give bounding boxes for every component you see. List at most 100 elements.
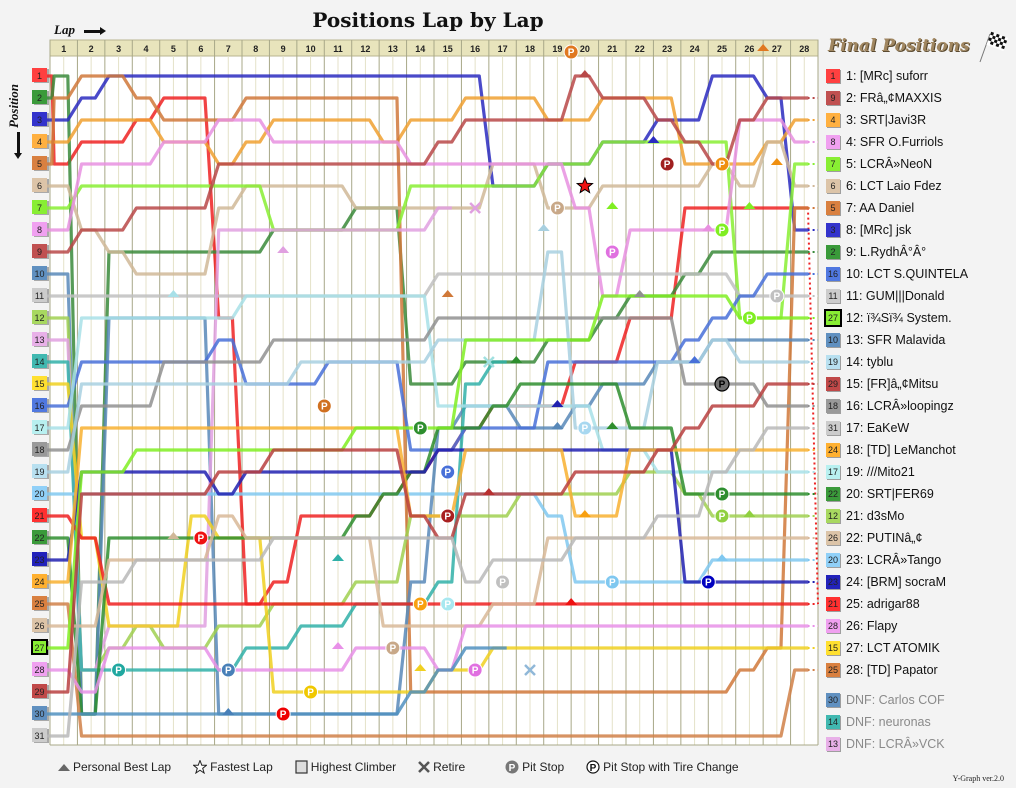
- driver-number-badge: 23: [826, 575, 840, 589]
- lap-tick: 24: [690, 44, 700, 54]
- pit-stop-icon: P: [549, 200, 565, 216]
- dnf-row: 14 DNF: neuronas: [826, 712, 931, 732]
- personal-best-icon: [58, 762, 70, 772]
- driver-number-badge: 12: [826, 509, 840, 523]
- driver-number-badge: 19: [826, 355, 840, 369]
- pit-stop-icon: P: [193, 530, 209, 546]
- final-position-row: 25 28: [TD] Papator: [826, 660, 938, 680]
- lap-tick: 7: [226, 44, 231, 54]
- lap-tick: 28: [799, 44, 809, 54]
- svg-text:6: 6: [37, 181, 42, 191]
- grid-position-badge: 1: [32, 68, 49, 83]
- lap-tick: 27: [772, 44, 782, 54]
- driver-label: 24: [BRM] socraM: [846, 575, 947, 589]
- final-position-row: 6 6: LCT Laio Fdez: [826, 176, 942, 196]
- lap-tick: 2: [89, 44, 94, 54]
- down-arrow-icon: [14, 132, 22, 159]
- driver-number-badge: 11: [826, 289, 840, 303]
- grid-position-badge: 4: [32, 134, 49, 149]
- grid-position-badge: 11: [32, 288, 49, 303]
- version-label: Y-Graph ver.2.0: [952, 774, 1004, 783]
- grid-position-badge: 22: [32, 530, 49, 545]
- lap-tick: 5: [171, 44, 176, 54]
- personal-best-icon: [606, 422, 619, 429]
- final-position-row: 5 7: AA Daniel: [826, 198, 914, 218]
- svg-text:16: 16: [34, 401, 44, 411]
- driver-number-badge: 3: [826, 223, 840, 237]
- legend-item: Personal Best Lap: [58, 760, 171, 774]
- driver-line: [47, 74, 809, 232]
- lap-tick: 22: [635, 44, 645, 54]
- svg-text:29: 29: [34, 687, 44, 697]
- personal-best-icon: [743, 202, 756, 209]
- driver-line: [47, 74, 809, 254]
- final-position-row: 1 1: [MRc] suforr: [826, 66, 928, 86]
- svg-text:25: 25: [34, 599, 44, 609]
- svg-text:P: P: [444, 600, 451, 611]
- svg-text:P: P: [719, 160, 726, 171]
- grid-position-badge: 27: [31, 639, 49, 655]
- final-position-row: 29 15: [FR]â„¢Mitsu: [826, 374, 938, 394]
- highest-climber-icon: [295, 760, 308, 774]
- lap-tick: 12: [360, 44, 370, 54]
- grid-position-badge: 6: [32, 178, 49, 193]
- driver-line: [47, 140, 809, 320]
- grid-position-badge: 17: [32, 420, 49, 435]
- final-position-row: 8 4: SFR O.Furriols: [826, 132, 943, 152]
- svg-text:7: 7: [37, 203, 42, 213]
- driver-number-badge: 10: [826, 333, 840, 347]
- final-position-row: 28 26: Flapy: [826, 616, 897, 636]
- lap-tick: 8: [253, 44, 258, 54]
- driver-label: 13: SFR Malavida: [846, 333, 946, 347]
- svg-text:P: P: [444, 512, 451, 523]
- grid-position-badge: 26: [32, 618, 49, 633]
- legend-item: P Pit Stop with Tire Change: [586, 760, 739, 774]
- final-position-row: 9 2: FRâ„¢MAXXIS: [826, 88, 942, 108]
- driver-number-badge: 28: [826, 619, 840, 633]
- svg-text:P: P: [499, 578, 506, 589]
- svg-text:P: P: [719, 226, 726, 237]
- right-arrow-icon: [84, 27, 106, 35]
- grid-position-badge: 7: [32, 200, 49, 215]
- driver-label: 2: FRâ„¢MAXXIS: [846, 91, 942, 105]
- driver-number-badge: 20: [826, 553, 840, 567]
- final-position-row: 31 17: EaKeW: [826, 418, 909, 438]
- grid-position-badge: 24: [32, 574, 49, 589]
- driver-number-badge: 31: [826, 421, 840, 435]
- grid-position-badge: 31: [32, 728, 49, 743]
- svg-text:31: 31: [34, 731, 44, 741]
- driver-number-badge: 21: [826, 597, 840, 611]
- pit-stop-icon: P: [467, 662, 483, 678]
- legend-label: Highest Climber: [310, 760, 397, 774]
- grid-position-badge: 16: [32, 398, 49, 413]
- driver-number-badge: 18: [826, 399, 840, 413]
- personal-best-icon: [167, 290, 180, 297]
- driver-label: 19: ///Mito21: [846, 465, 915, 479]
- driver-number-badge: 17: [826, 465, 840, 479]
- driver-line: [47, 602, 809, 738]
- svg-text:P: P: [198, 534, 205, 545]
- svg-text:13: 13: [34, 335, 44, 345]
- personal-best-icon: [277, 246, 290, 253]
- legend-label: Personal Best Lap: [73, 760, 172, 774]
- legend-label: Pit Stop with Tire Change: [603, 760, 739, 774]
- personal-best-icon: [332, 642, 344, 649]
- final-position-row: 12 21: d3sMo: [826, 506, 904, 526]
- pit-stop-icon: P: [714, 486, 730, 502]
- final-position-row: 16 10: LCT S.QUINTELA: [826, 264, 968, 284]
- final-position-row: 19 14: tyblu: [826, 352, 893, 372]
- final-position-row: 7 5: LCRÂ»NeoN: [826, 154, 932, 174]
- personal-best-icon: [167, 532, 180, 539]
- driver-number-badge: 15: [826, 641, 840, 655]
- lap-tick: 13: [388, 44, 398, 54]
- driver-line: [47, 140, 809, 276]
- svg-text:P: P: [568, 48, 575, 59]
- personal-best-icon: [414, 664, 427, 671]
- svg-text:P: P: [609, 578, 616, 589]
- driver-label: 26: Flapy: [846, 619, 898, 633]
- grid-position-badge: 13: [32, 332, 49, 347]
- personal-best-icon: [688, 356, 701, 363]
- final-position-row: 24 18: [TD] LeManchot: [826, 440, 956, 460]
- lap-tick: 1: [61, 44, 66, 54]
- driver-line: [47, 382, 809, 694]
